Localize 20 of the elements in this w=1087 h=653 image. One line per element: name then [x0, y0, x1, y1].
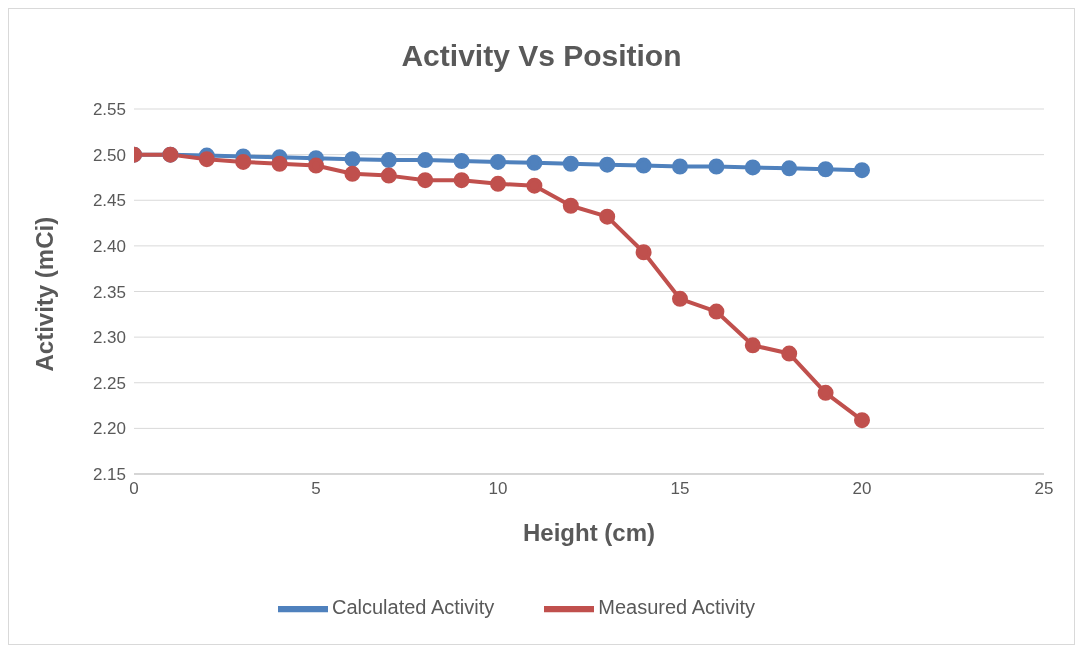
legend-label: Measured Activity — [598, 596, 756, 619]
y-tick-label: 2.30 — [92, 328, 126, 348]
y-tick-label: 2.50 — [92, 145, 126, 165]
x-axis-title: Height (cm) — [523, 519, 655, 546]
y-tick-label: 2.25 — [92, 373, 126, 393]
x-tick-label: 15 — [670, 479, 690, 499]
y-tick-label: 2.45 — [92, 191, 126, 211]
y-tick-label: 2.55 — [92, 100, 126, 120]
x-tick-label: 5 — [311, 479, 321, 499]
x-tick-label: 10 — [488, 479, 508, 499]
x-tick-label: 0 — [129, 479, 139, 499]
legend-label: Calculated Activity — [331, 596, 495, 619]
y-axis-title: Activity (mCi) — [30, 216, 58, 372]
y-tick-label: 2.40 — [92, 236, 126, 256]
y-tick-label: 2.15 — [92, 465, 126, 485]
x-tick-label: 20 — [852, 479, 872, 499]
y-tick-label: 2.35 — [92, 282, 126, 302]
x-tick-label: 25 — [1034, 479, 1054, 499]
y-tick-label: 2.20 — [92, 419, 126, 439]
chart-title: Activity Vs Position — [400, 39, 683, 74]
